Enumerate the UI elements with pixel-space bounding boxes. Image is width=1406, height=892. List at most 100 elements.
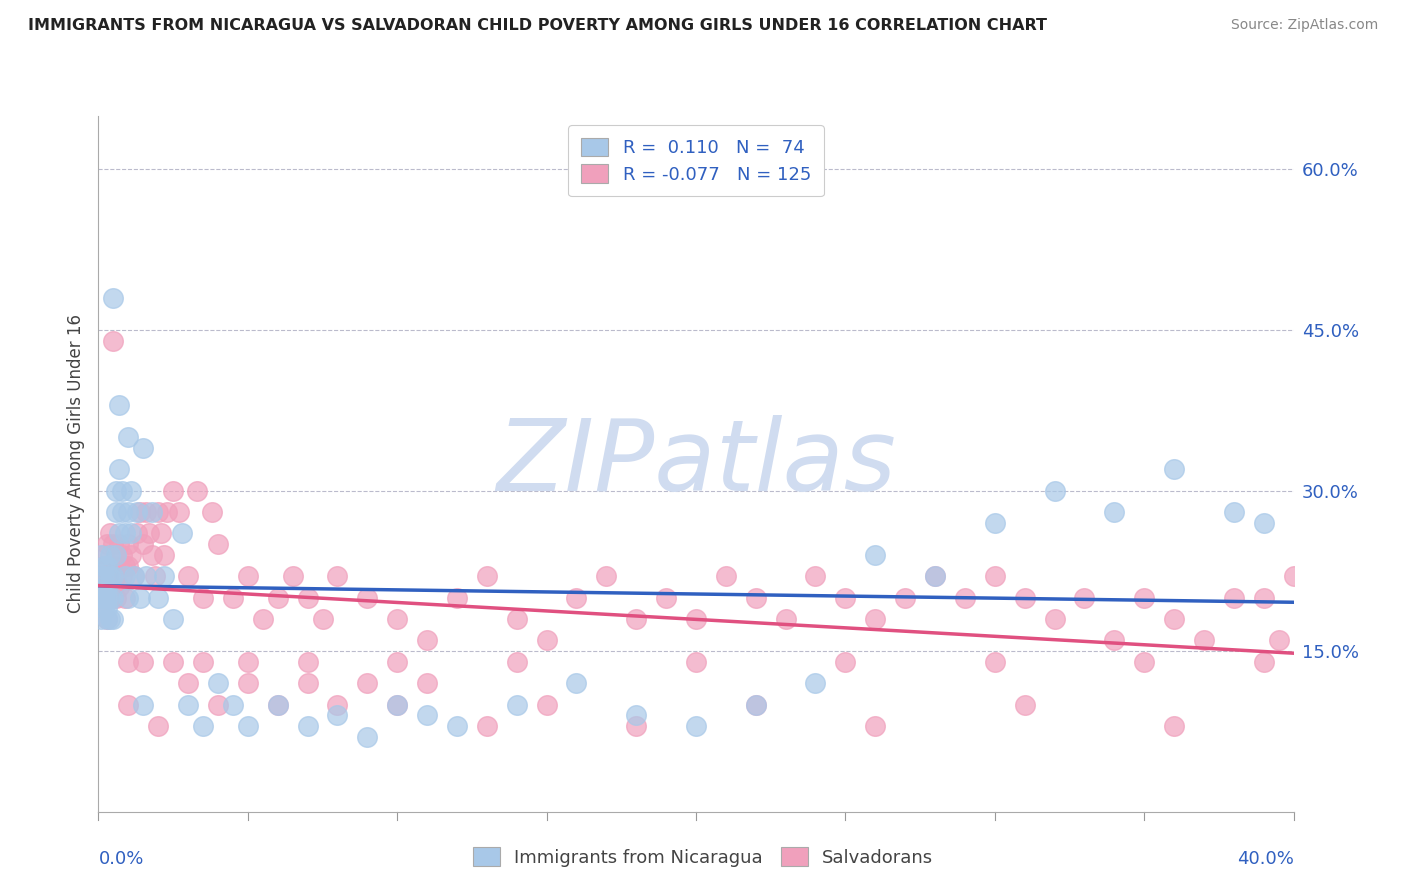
- Point: [124, 569, 146, 583]
- Point: [100, 569, 122, 583]
- Point: [311, 612, 333, 626]
- Point: [103, 591, 125, 605]
- Point: [132, 698, 155, 712]
- Point: [100, 548, 122, 562]
- Point: [267, 698, 290, 712]
- Point: [117, 591, 139, 605]
- Point: [1163, 719, 1185, 733]
- Point: [267, 698, 290, 712]
- Point: [96, 591, 118, 605]
- Point: [103, 537, 125, 551]
- Point: [416, 633, 439, 648]
- Point: [655, 591, 678, 605]
- Point: [446, 719, 468, 733]
- Point: [167, 505, 190, 519]
- Point: [96, 591, 118, 605]
- Point: [953, 591, 976, 605]
- Point: [1014, 591, 1036, 605]
- Point: [804, 676, 827, 690]
- Point: [595, 569, 617, 583]
- Point: [96, 612, 118, 626]
- Point: [96, 537, 118, 551]
- Point: [90, 612, 112, 626]
- Point: [1192, 633, 1215, 648]
- Point: [103, 612, 125, 626]
- Point: [475, 719, 498, 733]
- Point: [745, 698, 768, 712]
- Point: [117, 655, 139, 669]
- Point: [865, 548, 887, 562]
- Point: [162, 612, 184, 626]
- Point: [132, 441, 155, 455]
- Point: [100, 526, 122, 541]
- Point: [177, 698, 200, 712]
- Legend: R =  0.110   N =  74, R = -0.077   N = 125: R = 0.110 N = 74, R = -0.077 N = 125: [568, 125, 824, 196]
- Point: [100, 591, 122, 605]
- Point: [834, 591, 856, 605]
- Point: [834, 655, 856, 669]
- Point: [356, 730, 378, 744]
- Point: [714, 569, 737, 583]
- Point: [1133, 655, 1156, 669]
- Point: [207, 676, 229, 690]
- Point: [1267, 633, 1289, 648]
- Point: [626, 612, 648, 626]
- Text: ZIPatlas: ZIPatlas: [496, 416, 896, 512]
- Point: [114, 591, 136, 605]
- Point: [105, 548, 128, 562]
- Point: [804, 569, 827, 583]
- Point: [1253, 516, 1275, 530]
- Point: [108, 580, 131, 594]
- Point: [111, 548, 134, 562]
- Point: [103, 334, 125, 348]
- Point: [114, 526, 136, 541]
- Point: [252, 612, 274, 626]
- Point: [385, 698, 409, 712]
- Point: [326, 698, 349, 712]
- Point: [1043, 612, 1066, 626]
- Point: [129, 591, 152, 605]
- Point: [1133, 591, 1156, 605]
- Point: [506, 698, 529, 712]
- Point: [894, 591, 917, 605]
- Point: [96, 558, 118, 573]
- Point: [745, 698, 768, 712]
- Point: [90, 548, 112, 562]
- Point: [1282, 569, 1305, 583]
- Point: [626, 708, 648, 723]
- Point: [120, 548, 142, 562]
- Point: [236, 719, 259, 733]
- Point: [100, 591, 122, 605]
- Legend: Immigrants from Nicaragua, Salvadorans: Immigrants from Nicaragua, Salvadorans: [465, 840, 941, 874]
- Point: [103, 569, 125, 583]
- Point: [132, 537, 155, 551]
- Point: [105, 548, 128, 562]
- Point: [1014, 698, 1036, 712]
- Point: [108, 558, 131, 573]
- Point: [90, 569, 112, 583]
- Point: [924, 569, 946, 583]
- Point: [177, 676, 200, 690]
- Point: [446, 591, 468, 605]
- Point: [135, 569, 157, 583]
- Point: [96, 580, 118, 594]
- Point: [124, 569, 146, 583]
- Point: [191, 655, 214, 669]
- Point: [93, 569, 115, 583]
- Point: [191, 719, 214, 733]
- Point: [281, 569, 304, 583]
- Point: [536, 698, 558, 712]
- Point: [775, 612, 797, 626]
- Point: [127, 526, 149, 541]
- Point: [100, 612, 122, 626]
- Point: [105, 505, 128, 519]
- Point: [96, 580, 118, 594]
- Point: [1043, 483, 1066, 498]
- Point: [222, 698, 245, 712]
- Point: [117, 558, 139, 573]
- Point: [90, 569, 112, 583]
- Point: [103, 591, 125, 605]
- Point: [1104, 505, 1126, 519]
- Point: [117, 505, 139, 519]
- Text: 0.0%: 0.0%: [98, 850, 143, 868]
